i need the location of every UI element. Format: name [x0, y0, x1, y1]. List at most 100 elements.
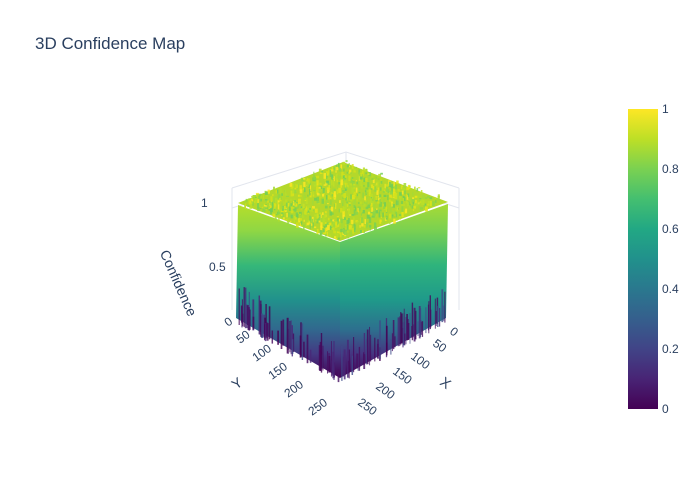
surface-speck: [350, 180, 353, 184]
surface-speck: [357, 208, 359, 213]
surface-speck: [307, 178, 310, 185]
surface-speck: [333, 166, 337, 171]
surface-speck: [368, 216, 370, 218]
surface-speck: [322, 225, 326, 230]
surface-speck: [361, 184, 363, 189]
x-tick-label: 50: [430, 336, 449, 355]
surface-speck: [392, 204, 395, 208]
surface-speck: [324, 222, 328, 226]
surface-speck: [357, 175, 360, 181]
surface-speck: [288, 205, 292, 211]
surface-speck: [309, 193, 311, 196]
surface-speck: [361, 210, 365, 214]
surface-speck: [348, 212, 351, 215]
surface-speck: [307, 212, 309, 216]
surface-speck: [372, 186, 375, 190]
surface-speck: [401, 198, 403, 205]
surface-speck: [329, 197, 332, 199]
surface-speck: [344, 175, 347, 178]
surface-speck: [334, 219, 337, 222]
surface-speck: [378, 211, 381, 218]
surface-speck: [380, 178, 382, 183]
surface-speck: [425, 206, 428, 212]
surface-speck: [360, 213, 362, 216]
surface-speck: [307, 220, 311, 222]
surface-speck: [385, 184, 389, 187]
surface-speck: [388, 181, 391, 187]
surface-speck: [341, 174, 344, 179]
surface-speck: [338, 168, 342, 172]
surface-speck: [366, 214, 370, 219]
surface-speck: [316, 187, 319, 192]
surface-speck: [435, 199, 437, 203]
surface-speck: [312, 194, 315, 197]
surface-speck: [361, 223, 364, 227]
surface-speck: [292, 207, 295, 209]
surface-speck: [369, 226, 371, 231]
surface-speck: [420, 199, 423, 206]
surface-speck: [299, 189, 303, 194]
surface-speck: [329, 234, 331, 238]
surface-speck: [375, 209, 379, 214]
surface-speck: [411, 198, 415, 203]
surface-speck: [263, 195, 264, 200]
surface-speck: [304, 187, 306, 193]
surface-speck: [326, 172, 329, 176]
surface-speck: [417, 187, 421, 189]
surface-speck: [361, 177, 365, 182]
surface-speck: [314, 214, 317, 217]
surface-speck: [251, 201, 254, 203]
surface-speck: [403, 183, 407, 189]
surface-speck: [385, 216, 387, 218]
surface-speck: [313, 171, 315, 176]
surface-speck: [369, 198, 373, 205]
surface-speck: [264, 206, 266, 212]
surface-speck: [320, 221, 323, 228]
surface-speck: [395, 200, 399, 206]
x-tick-label: 150: [390, 364, 415, 387]
surface-speck: [342, 182, 346, 185]
surface-speck: [336, 218, 339, 224]
surface-speck: [258, 193, 262, 197]
surface-speck: [383, 194, 387, 197]
surface-speck: [348, 172, 351, 174]
surface-speck: [319, 230, 322, 236]
surface-speck: [419, 192, 421, 194]
surface-speck: [344, 179, 347, 184]
surface-speck: [372, 210, 376, 217]
surface-speck: [335, 203, 337, 210]
surface-speck: [332, 221, 336, 228]
surface-speck: [298, 204, 300, 208]
surface-speck: [316, 196, 319, 201]
surface-speck: [322, 228, 325, 233]
surface-speck: [374, 186, 377, 190]
surface-speck: [370, 197, 372, 199]
surface-speck: [294, 202, 298, 207]
surface-speck: [279, 197, 282, 199]
surface-speck: [346, 203, 349, 207]
surface-speck: [394, 184, 397, 190]
surface-speck: [307, 194, 309, 197]
surface-speck: [384, 217, 387, 221]
surface-speck: [272, 203, 275, 207]
surface-speck: [310, 207, 313, 212]
surface-speck: [302, 203, 304, 210]
surface-speck: [437, 194, 440, 198]
surface-speck: [351, 214, 355, 216]
surface-speck: [326, 195, 328, 200]
surface-speck: [295, 184, 299, 188]
z-axis-title: Confidence: [157, 247, 201, 318]
surface-speck: [364, 201, 368, 204]
surface-speck: [247, 198, 250, 204]
surface-speck: [306, 222, 309, 226]
surface-speck: [355, 166, 358, 169]
surface-speck: [358, 191, 361, 194]
surface-speck: [348, 212, 350, 215]
surface-speck: [346, 231, 349, 233]
surface-speck: [357, 193, 361, 200]
surface-speck: [356, 181, 358, 185]
surface-speck: [256, 193, 260, 197]
surface-speck: [398, 215, 401, 220]
surface-speck: [378, 173, 381, 178]
